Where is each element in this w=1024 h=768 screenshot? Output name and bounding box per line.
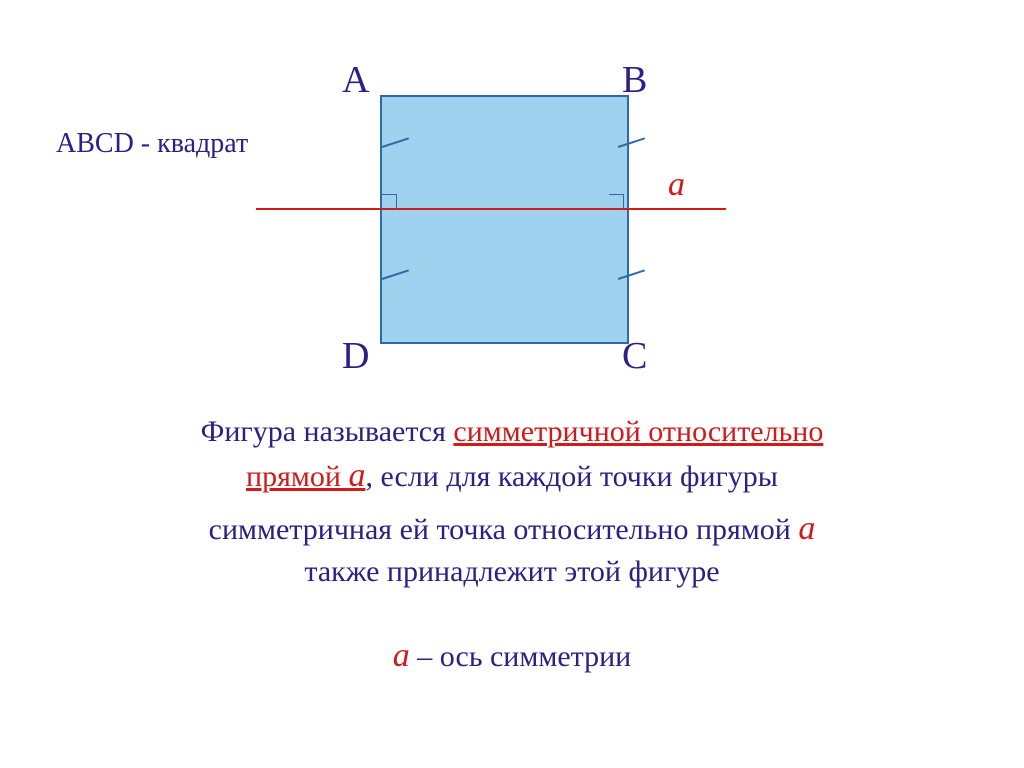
definition-var-a-2: a	[798, 510, 815, 547]
vertex-label-d: D	[342, 334, 369, 378]
diagram-stage: A B C D a ABCD - квадрат Фигура называет…	[0, 0, 1024, 768]
spacer-large	[0, 593, 1024, 633]
definition-line-2-post: , если для каждой точки фигуры	[365, 460, 778, 493]
definition-line-5-post: – ось симметрии	[410, 640, 631, 673]
vertex-label-a: A	[342, 58, 369, 102]
caption-square: - квадрат	[141, 128, 248, 159]
definition-text: Фигура называется симметричной относител…	[0, 412, 1024, 679]
definition-line-2: прямой a, если для каждой точки фигуры	[0, 453, 1024, 499]
definition-line-1-pre: Фигура называется	[201, 415, 454, 448]
definition-highlight-1: симметричной относительно	[453, 415, 823, 448]
spacer	[0, 498, 1024, 506]
vertex-label-b: B	[622, 58, 647, 102]
figure-caption: ABCD - квадрат	[56, 128, 248, 160]
definition-line-3-pre: симметричная ей точка относительно прямо…	[209, 513, 799, 546]
caption-abcd: ABCD	[56, 128, 141, 159]
definition-line-1: Фигура называется симметричной относител…	[0, 412, 1024, 453]
vertex-label-c: C	[622, 334, 647, 378]
right-angle-mark	[609, 194, 624, 209]
axis-label-a: a	[668, 166, 685, 204]
axis-line-a	[256, 208, 726, 210]
right-angle-mark	[382, 194, 397, 209]
definition-line-5: a – ось симметрии	[0, 633, 1024, 679]
square-abcd	[380, 95, 629, 344]
definition-var-a-1: a	[348, 457, 365, 494]
definition-line-3: симметричная ей точка относительно прямо…	[0, 506, 1024, 552]
definition-line-4: также принадлежит этой фигуре	[0, 552, 1024, 593]
definition-var-a-3: a	[393, 637, 410, 674]
definition-highlight-2a: прямой	[246, 460, 348, 493]
